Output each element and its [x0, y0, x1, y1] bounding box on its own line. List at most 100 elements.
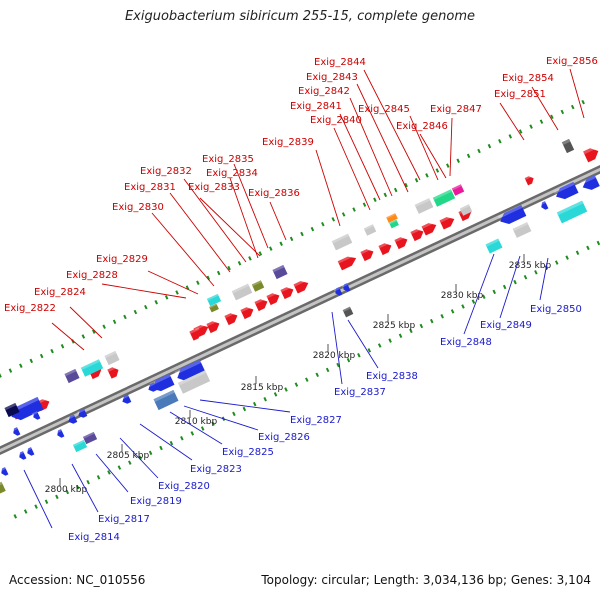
reverse-gene-label[interactable]: Exig_2850 — [530, 304, 582, 315]
reverse-gene[interactable] — [146, 382, 158, 394]
reverse-gene-label[interactable]: Exig_2826 — [258, 432, 310, 443]
forward-gene[interactable] — [206, 318, 221, 334]
reverse-gene[interactable] — [497, 205, 527, 227]
feature-block[interactable] — [561, 138, 575, 154]
feature-block[interactable] — [414, 198, 434, 214]
forward-gene-label[interactable]: Exig_2829 — [96, 254, 148, 265]
reverse-gene[interactable] — [341, 283, 351, 293]
forward-gene[interactable] — [293, 278, 311, 294]
reverse-gene[interactable] — [174, 359, 206, 385]
feature-block[interactable] — [72, 439, 88, 453]
reverse-gene-label[interactable]: Exig_2814 — [68, 532, 120, 543]
reverse-gene[interactable] — [55, 429, 65, 439]
forward-gene-label[interactable]: Exig_2840 — [310, 115, 362, 126]
forward-gene-label[interactable]: Exig_2828 — [66, 270, 118, 281]
reverse-gene[interactable] — [120, 394, 132, 406]
feature-block[interactable] — [82, 431, 98, 445]
forward-gene-label[interactable]: Exig_2835 — [202, 154, 254, 165]
forward-gene-label[interactable]: Exig_2839 — [262, 137, 314, 148]
feature-block[interactable] — [512, 222, 532, 238]
forward-gene[interactable] — [224, 310, 239, 326]
forward-gene-label[interactable]: Exig_2831 — [124, 182, 176, 193]
reverse-gene-label[interactable]: Exig_2825 — [222, 447, 274, 458]
reverse-gene[interactable] — [31, 411, 41, 421]
forward-gene-label[interactable]: Exig_2843 — [306, 72, 358, 83]
reverse-gene[interactable] — [76, 408, 88, 420]
feature-block[interactable] — [153, 389, 179, 411]
forward-gene[interactable] — [337, 253, 359, 271]
forward-gene-label[interactable]: Exig_2854 — [502, 73, 554, 84]
reverse-gene[interactable] — [0, 467, 9, 477]
feature-block[interactable] — [251, 280, 265, 292]
reverse-gene[interactable] — [333, 287, 343, 297]
reverse-gene-label[interactable]: Exig_2837 — [334, 387, 386, 398]
forward-gene[interactable] — [583, 145, 600, 163]
feature-block[interactable] — [272, 264, 288, 280]
forward-gene-label[interactable]: Exig_2824 — [34, 287, 86, 298]
forward-gene-label[interactable]: Exig_2845 — [358, 104, 410, 115]
reverse-gene[interactable] — [66, 414, 78, 426]
forward-gene[interactable] — [189, 327, 202, 341]
reverse-gene-label[interactable]: Exig_2820 — [158, 481, 210, 492]
forward-gene[interactable] — [439, 214, 457, 230]
feature-block[interactable] — [64, 368, 80, 384]
forward-gene-label[interactable]: Exig_2856 — [546, 56, 598, 67]
reverse-gene[interactable] — [539, 201, 549, 211]
reverse-gene-label[interactable]: Exig_2838 — [366, 371, 418, 382]
forward-gene-label[interactable]: Exig_2822 — [4, 303, 56, 314]
forward-gene-label[interactable]: Exig_2847 — [430, 104, 482, 115]
forward-gene-label[interactable]: Exig_2833 — [188, 182, 240, 193]
forward-gene[interactable] — [394, 234, 409, 250]
forward-gene-label[interactable]: Exig_2834 — [206, 168, 258, 179]
feature-block[interactable] — [451, 184, 465, 196]
reverse-gene[interactable] — [580, 175, 600, 193]
feature-block[interactable] — [206, 293, 222, 307]
forward-gene-label[interactable]: Exig_2836 — [248, 188, 300, 199]
forward-gene[interactable] — [254, 296, 269, 312]
reverse-gene-label[interactable]: Exig_2817 — [98, 514, 150, 525]
feature-block[interactable] — [0, 481, 6, 495]
gene-highlight — [0, 467, 6, 472]
reverse-gene-label[interactable]: Exig_2848 — [440, 337, 492, 348]
reverse-gene-label[interactable]: Exig_2819 — [130, 496, 182, 507]
feature-block[interactable] — [177, 370, 211, 394]
reverse-gene[interactable] — [149, 373, 175, 394]
forward-gene-label[interactable]: Exig_2844 — [314, 57, 366, 68]
forward-gene[interactable] — [378, 240, 393, 256]
feature-block[interactable] — [386, 213, 398, 223]
feature-block[interactable] — [4, 402, 20, 418]
feature-block[interactable] — [231, 283, 253, 301]
reverse-gene[interactable] — [11, 427, 21, 437]
forward-gene[interactable] — [240, 304, 255, 320]
forward-gene[interactable] — [266, 290, 281, 306]
feature-block[interactable] — [459, 204, 473, 216]
forward-gene-label[interactable]: Exig_2832 — [140, 166, 192, 177]
forward-gene[interactable] — [280, 284, 295, 300]
reverse-gene-label[interactable]: Exig_2849 — [480, 320, 532, 331]
feature-block[interactable] — [389, 219, 399, 229]
forward-gene[interactable] — [107, 365, 120, 379]
feature-block[interactable] — [80, 359, 104, 377]
forward-gene-label[interactable]: Exig_2846 — [396, 121, 448, 132]
feature-block[interactable] — [331, 233, 353, 251]
feature-block[interactable] — [485, 238, 503, 254]
forward-gene-label[interactable]: Exig_2841 — [290, 101, 342, 112]
reverse-gene-label[interactable]: Exig_2827 — [290, 415, 342, 426]
feature-block[interactable] — [432, 189, 456, 207]
forward-gene[interactable] — [410, 226, 425, 242]
feature-block[interactable] — [209, 303, 219, 313]
feature-block[interactable] — [342, 306, 354, 318]
forward-gene[interactable] — [360, 246, 375, 262]
forward-gene-label[interactable]: Exig_2851 — [494, 89, 546, 100]
reverse-gene-label[interactable]: Exig_2823 — [190, 464, 242, 475]
reverse-gene[interactable] — [25, 447, 35, 457]
forward-gene-label[interactable]: Exig_2842 — [298, 86, 350, 97]
forward-gene[interactable] — [524, 174, 536, 186]
feature-block[interactable] — [556, 200, 588, 224]
feature-block[interactable] — [104, 350, 120, 366]
forward-gene-label[interactable]: Exig_2830 — [112, 202, 164, 213]
feature-block[interactable] — [363, 224, 377, 236]
reverse-gene[interactable] — [17, 451, 27, 461]
forward-gene[interactable] — [421, 220, 439, 236]
reverse-gene[interactable] — [553, 181, 579, 202]
